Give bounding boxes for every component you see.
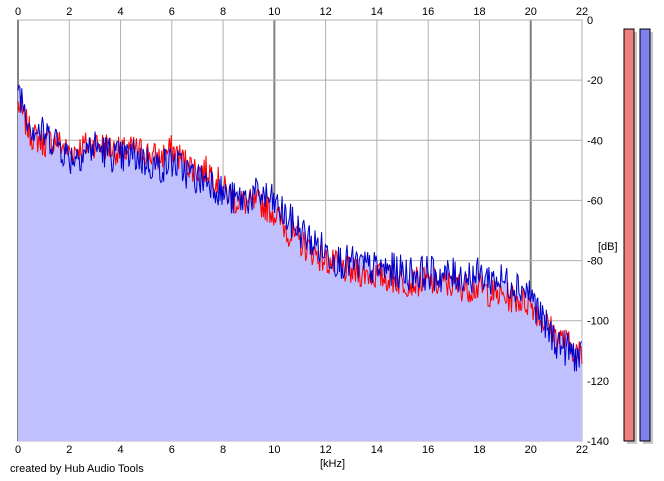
x-tick-label: 8 bbox=[220, 6, 226, 18]
level-meter-right bbox=[639, 28, 651, 442]
x-tick-label: 4 bbox=[117, 6, 123, 18]
x-tick-label: 22 bbox=[576, 444, 588, 456]
y-tick-label: -60 bbox=[587, 195, 603, 207]
y-tick-label: -120 bbox=[587, 376, 609, 388]
level-meters bbox=[623, 28, 653, 445]
y-axis-unit-label: [dB] bbox=[598, 241, 618, 253]
x-tick-label: 12 bbox=[320, 444, 332, 456]
x-tick-label: 2 bbox=[66, 6, 72, 18]
spectrum-area bbox=[18, 85, 582, 442]
x-tick-label: 6 bbox=[169, 444, 175, 456]
x-tick-labels-bottom: 0 2 4 6 8 10 12 14 16 18 20 22 bbox=[15, 444, 588, 456]
y-tick-label: -20 bbox=[587, 75, 603, 87]
level-meter-left bbox=[623, 28, 635, 442]
credit-text: created by Hub Audio Tools bbox=[10, 463, 144, 475]
y-tick-labels: 0 -20 -40 -60 -80 -100 -120 -140 bbox=[587, 15, 609, 448]
x-tick-label: 10 bbox=[268, 444, 280, 456]
x-tick-label: 16 bbox=[422, 444, 434, 456]
x-tick-label: 14 bbox=[371, 6, 383, 18]
x-axis-unit-label: [kHz] bbox=[320, 458, 346, 470]
x-tick-label: 4 bbox=[117, 444, 123, 456]
y-tick-label: -100 bbox=[587, 316, 609, 328]
x-tick-labels-top: 0 2 4 6 8 10 12 14 16 18 20 22 bbox=[15, 6, 588, 18]
x-tick-label: 20 bbox=[525, 6, 537, 18]
series-lines bbox=[17, 83, 583, 372]
x-tick-label: 10 bbox=[268, 6, 280, 18]
x-tick-label: 0 bbox=[15, 6, 21, 18]
x-tick-label: 8 bbox=[220, 444, 226, 456]
x-tick-label: 0 bbox=[15, 444, 21, 456]
x-tick-label: 6 bbox=[169, 6, 175, 18]
y-tick-label: -140 bbox=[587, 436, 609, 448]
x-tick-label: 2 bbox=[66, 444, 72, 456]
x-tick-label: 12 bbox=[320, 6, 332, 18]
x-tick-label: 22 bbox=[576, 6, 588, 18]
x-tick-label: 18 bbox=[473, 6, 485, 18]
y-tick-label: 0 bbox=[587, 15, 593, 27]
y-tick-label: -80 bbox=[587, 256, 603, 268]
x-tick-label: 16 bbox=[422, 6, 434, 18]
x-tick-label: 20 bbox=[525, 444, 537, 456]
x-tick-label: 14 bbox=[371, 444, 383, 456]
spectrum-fill bbox=[18, 85, 582, 442]
y-tick-label: -40 bbox=[587, 135, 603, 147]
x-tick-label: 18 bbox=[473, 444, 485, 456]
series-line-blue bbox=[17, 83, 583, 372]
